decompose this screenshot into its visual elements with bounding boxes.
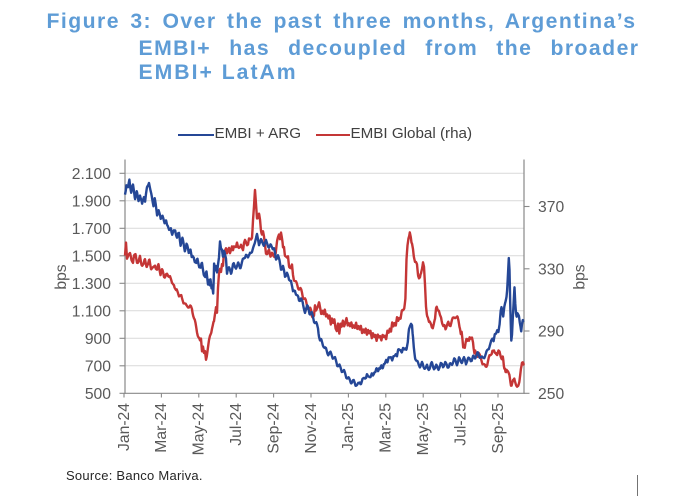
svg-text:May-24: May-24 bbox=[191, 403, 208, 456]
svg-text:Mar-24: Mar-24 bbox=[153, 403, 170, 453]
svg-text:Jan-25: Jan-25 bbox=[340, 403, 357, 451]
svg-text:Jul-25: Jul-25 bbox=[452, 403, 469, 446]
svg-text:Nov-24: Nov-24 bbox=[303, 403, 320, 454]
svg-text:Sep-25: Sep-25 bbox=[490, 403, 507, 454]
svg-text:Sep-24: Sep-24 bbox=[265, 403, 282, 454]
svg-text:2.100: 2.100 bbox=[72, 166, 112, 183]
svg-text:bps: bps bbox=[572, 264, 589, 289]
svg-text:1.100: 1.100 bbox=[72, 304, 112, 321]
svg-text:bps: bps bbox=[53, 264, 70, 289]
svg-text:1.700: 1.700 bbox=[72, 221, 112, 238]
svg-text:900: 900 bbox=[85, 331, 111, 348]
svg-text:Jul-24: Jul-24 bbox=[228, 403, 245, 446]
svg-text:500: 500 bbox=[85, 386, 111, 403]
svg-text:Mar-25: Mar-25 bbox=[378, 403, 395, 453]
svg-text:250: 250 bbox=[538, 386, 564, 403]
svg-text:290: 290 bbox=[538, 324, 564, 341]
svg-text:1.900: 1.900 bbox=[72, 194, 112, 211]
svg-text:1.500: 1.500 bbox=[72, 249, 112, 266]
svg-text:1.300: 1.300 bbox=[72, 276, 112, 293]
svg-text:330: 330 bbox=[538, 262, 564, 279]
svg-text:Jan-24: Jan-24 bbox=[116, 403, 133, 451]
svg-text:700: 700 bbox=[85, 359, 111, 376]
svg-text:May-25: May-25 bbox=[415, 403, 432, 456]
svg-text:370: 370 bbox=[538, 199, 564, 216]
